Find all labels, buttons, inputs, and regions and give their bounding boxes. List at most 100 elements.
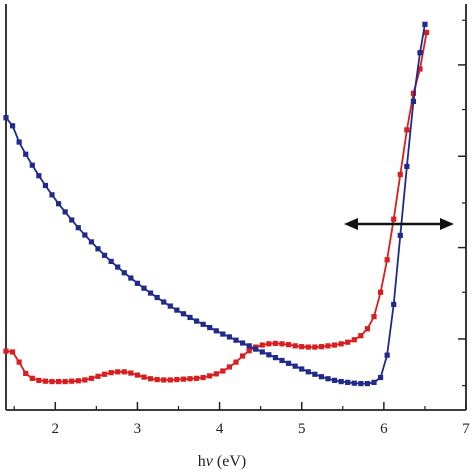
series-marker-0 — [246, 348, 252, 354]
series-marker-0 — [226, 364, 233, 370]
series-marker-0 — [318, 344, 325, 350]
series-marker-0 — [233, 359, 239, 365]
series-marker-1 — [364, 381, 371, 387]
series-marker-1 — [345, 379, 351, 385]
series-marker-0 — [23, 370, 29, 377]
series-marker-1 — [299, 366, 305, 372]
series-marker-1 — [220, 331, 226, 337]
series-marker-0 — [345, 339, 351, 345]
series-marker-1 — [331, 377, 338, 383]
series-marker-0 — [75, 378, 81, 384]
series-marker-0 — [180, 376, 187, 382]
series-marker-1 — [75, 225, 81, 231]
series-marker-0 — [49, 378, 55, 385]
series-marker-0 — [404, 127, 410, 133]
series-marker-0 — [285, 342, 292, 348]
series-marker-0 — [88, 375, 95, 381]
series-marker-1 — [226, 334, 233, 340]
series-marker-1 — [384, 352, 390, 358]
axis-ticks: 2 3 4 5 6 7 — [13, 19, 470, 437]
series-marker-0 — [358, 333, 364, 339]
series-marker-0 — [299, 344, 305, 350]
series-marker-1 — [108, 258, 114, 265]
arrow-head-right — [440, 218, 454, 230]
series-marker-1 — [121, 270, 127, 276]
series-marker-0 — [200, 374, 206, 381]
series-marker-0 — [239, 353, 246, 359]
series-marker-1 — [377, 374, 384, 381]
series-marker-0 — [220, 368, 226, 374]
series-marker-0 — [167, 377, 173, 383]
series-marker-1 — [141, 285, 147, 291]
series-marker-1 — [253, 346, 259, 352]
series-marker-1 — [82, 232, 88, 238]
series-marker-0 — [3, 348, 9, 354]
series-marker-1 — [207, 324, 213, 331]
x-tick-label: 3 — [134, 421, 142, 437]
series-marker-0 — [147, 376, 154, 382]
series-marker-0 — [193, 375, 200, 381]
x-tick-label: 5 — [298, 421, 306, 437]
series-marker-0 — [259, 342, 265, 348]
series-marker-1 — [29, 162, 35, 168]
series-marker-1 — [239, 340, 246, 346]
series-marker-0 — [423, 29, 430, 36]
series-marker-0 — [101, 371, 108, 377]
series-marker-0 — [417, 66, 423, 72]
series-marker-1 — [174, 307, 180, 313]
series-marker-1 — [180, 311, 187, 317]
series-marker-0 — [134, 372, 141, 378]
series-marker-0 — [121, 369, 127, 375]
series-marker-1 — [134, 280, 141, 286]
series-marker-1 — [36, 173, 42, 179]
series-marker-1 — [161, 299, 167, 305]
series-marker-0 — [207, 373, 213, 379]
series-marker-0 — [384, 257, 390, 263]
series-marker-1 — [16, 139, 22, 145]
series-marker-0 — [141, 374, 147, 380]
series-marker-1 — [312, 371, 318, 377]
series-marker-1 — [259, 349, 265, 355]
series-marker-1 — [246, 343, 252, 349]
series-marker-1 — [279, 357, 285, 364]
series-marker-0 — [29, 375, 35, 381]
series-marker-1 — [128, 275, 134, 281]
series-marker-0 — [351, 337, 357, 343]
series-marker-0 — [69, 378, 75, 384]
series-marker-0 — [377, 289, 384, 295]
series-marker-1 — [62, 209, 68, 215]
series-marker-0 — [115, 369, 121, 375]
double-arrow-annotation — [344, 218, 454, 230]
series-marker-0 — [279, 341, 285, 347]
series-marker-1 — [88, 239, 95, 245]
series-marker-0 — [128, 370, 134, 376]
series-marker-0 — [213, 371, 219, 377]
x-axis-title: hν (eV) — [198, 453, 246, 470]
series-marker-1 — [325, 376, 331, 382]
series-marker-1 — [42, 182, 49, 189]
series-marker-1 — [417, 50, 423, 56]
series-marker-0 — [325, 343, 331, 349]
series-marker-1 — [391, 301, 397, 308]
plot-frame — [5, 4, 467, 411]
series-marker-1 — [23, 151, 29, 157]
series-marker-0 — [371, 314, 377, 320]
series-marker-1 — [200, 321, 206, 327]
series-marker-0 — [42, 378, 49, 384]
series-marker-1 — [187, 314, 193, 321]
series-marker-0 — [187, 376, 193, 382]
series-marker-1 — [69, 217, 75, 223]
x-tick-label: 6 — [380, 421, 388, 437]
series-marker-0 — [338, 341, 344, 347]
series-marker-0 — [16, 359, 22, 365]
series-marker-0 — [305, 344, 311, 350]
series-marker-0 — [154, 376, 160, 383]
series-marker-0 — [174, 376, 180, 383]
x-tick-label: 2 — [52, 421, 60, 437]
series-marker-0 — [161, 377, 167, 383]
series-marker-0 — [36, 377, 42, 383]
series-marker-0 — [292, 343, 298, 349]
series-marker-1 — [404, 163, 410, 169]
series-marker-1 — [318, 374, 325, 380]
arrow-head-left — [344, 218, 358, 230]
